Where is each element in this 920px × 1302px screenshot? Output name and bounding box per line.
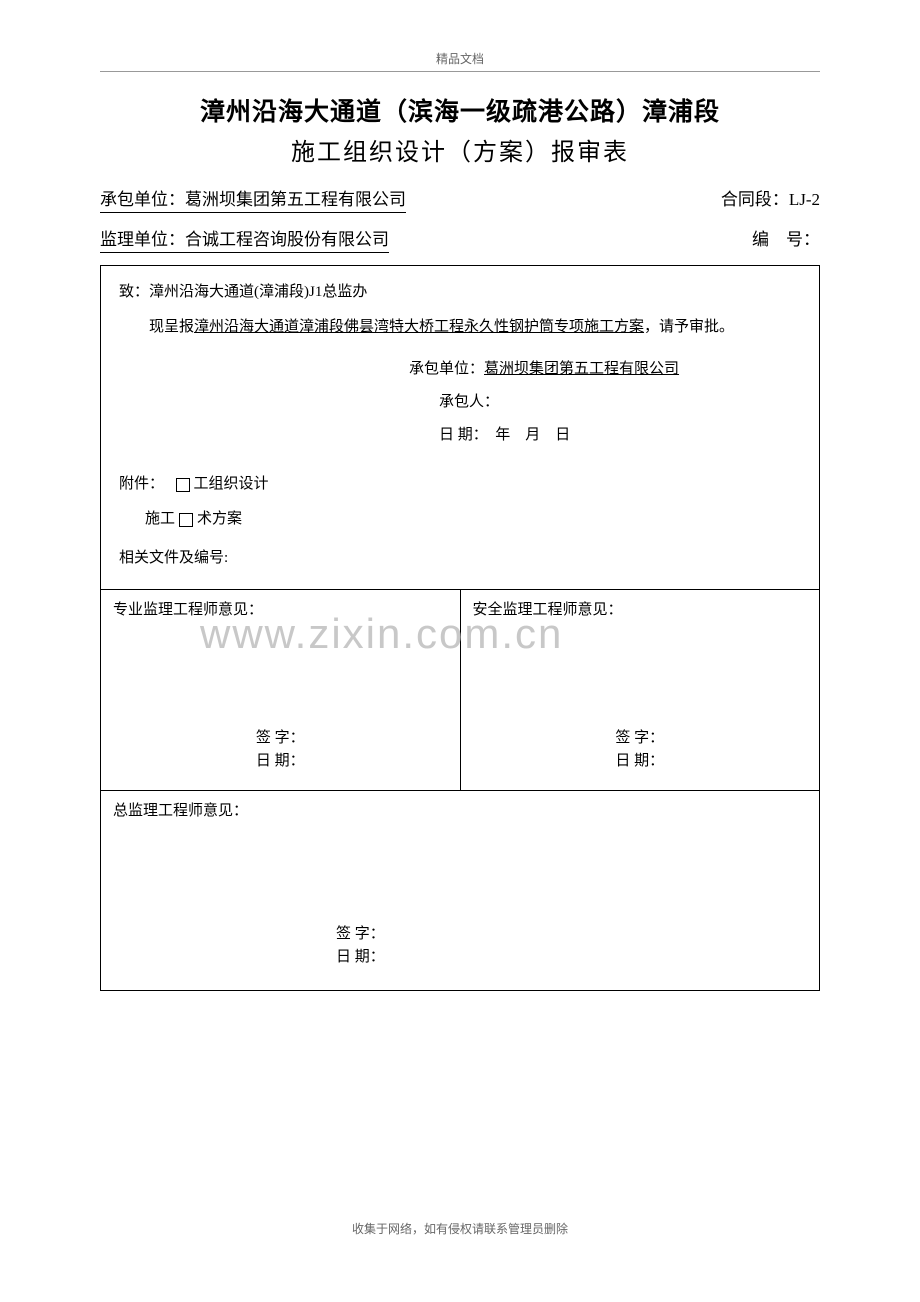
contract-section-label: 合同段： xyxy=(721,190,789,209)
date-row: 日 期： 年 月 日 xyxy=(409,419,801,452)
checkbox-1[interactable] xyxy=(176,478,190,492)
opinion2-title: 安全监理工程师意见： xyxy=(473,598,808,619)
supervisor-row: 监理单位：合诚工程咨询股份有限公司 编 号： xyxy=(100,225,820,253)
opinion1-title: 专业监理工程师意见： xyxy=(113,598,448,619)
chief-opinion-section: 总监理工程师意见： 签 字： 日 期： xyxy=(101,790,819,990)
contractor-label: 承包单位： xyxy=(100,190,185,209)
sign-block-1: 签 字： 日 期： xyxy=(256,727,305,772)
attach-label: 附件： xyxy=(119,468,164,501)
supervisor-name: 合诚工程咨询股份有限公司 xyxy=(185,230,389,249)
attach-item-2: 施工术方案 xyxy=(145,503,801,536)
chief-sign-label: 签 字： xyxy=(336,923,385,946)
addressed-to: 致：漳州沿海大通道(漳浦段)J1总监办 xyxy=(119,280,801,301)
number-field: 编 号： xyxy=(752,225,820,253)
date-label-1: 日 期： xyxy=(256,750,305,773)
submit-suffix: ，请予审批。 xyxy=(644,319,734,335)
supervisor-info: 监理单位：合诚工程咨询股份有限公司 xyxy=(100,225,389,253)
sign-label-2: 签 字： xyxy=(615,727,664,750)
title-sub: 施工组织设计（方案）报审表 xyxy=(100,132,820,167)
contractor-unit-row: 承包单位：葛洲坝集团第五工程有限公司 xyxy=(409,353,801,386)
attach-item-1: 附件： 工组织设计 xyxy=(119,468,801,501)
title-main: 漳州沿海大通道（滨海一级疏港公路）漳浦段 xyxy=(100,92,820,128)
opinion-cell-safety: 安全监理工程师意见： 签 字： 日 期： xyxy=(461,590,820,790)
contractor-row: 承包单位：葛洲坝集团第五工程有限公司 合同段：LJ-2 xyxy=(100,185,820,213)
checkbox-2[interactable] xyxy=(179,513,193,527)
contractor-person-row: 承包人： xyxy=(409,386,801,419)
footer: 收集于网络，如有侵权请联系管理员删除 xyxy=(0,1220,920,1237)
contractor-unit-label: 承包单位： xyxy=(409,353,484,386)
contractor-person-label: 承包人： xyxy=(439,394,499,410)
related-docs: 相关文件及编号: xyxy=(119,542,801,575)
opinion-row: 专业监理工程师意见： 签 字： 日 期： 安全监理工程师意见： 签 字： 日 期… xyxy=(101,589,819,790)
sign-block-2: 签 字： 日 期： xyxy=(615,727,664,772)
contractor-name: 葛洲坝集团第五工程有限公司 xyxy=(185,190,406,209)
contract-section: 合同段：LJ-2 xyxy=(721,185,820,213)
contractor-info: 承包单位：葛洲坝集团第五工程有限公司 xyxy=(100,185,406,213)
submit-content: 漳州沿海大通道漳浦段佛昙湾特大桥工程永久性钢护筒专项施工方案 xyxy=(194,319,644,335)
supervisor-label: 监理单位： xyxy=(100,230,185,249)
document-page: 精品文档 漳州沿海大通道（滨海一级疏港公路）漳浦段 施工组织设计（方案）报审表 … xyxy=(0,0,920,1021)
submit-prefix: 现呈报 xyxy=(149,319,194,335)
date-label: 日 期： 年 月 日 xyxy=(439,427,570,443)
contractor-block: 承包单位：葛洲坝集团第五工程有限公司 承包人： 日 期： 年 月 日 xyxy=(409,353,801,452)
attach-text-2-post: 术方案 xyxy=(197,503,242,536)
header-tag: 精品文档 xyxy=(100,50,820,72)
submission-section: 致：漳州沿海大通道(漳浦段)J1总监办 现呈报漳州沿海大通道漳浦段佛昙湾特大桥工… xyxy=(101,266,819,589)
chief-sign-block: 签 字： 日 期： xyxy=(336,923,385,968)
contractor-unit-value: 葛洲坝集团第五工程有限公司 xyxy=(484,353,679,386)
opinion-cell-professional: 专业监理工程师意见： 签 字： 日 期： xyxy=(101,590,461,790)
date-label-2: 日 期： xyxy=(615,750,664,773)
contract-section-value: LJ-2 xyxy=(789,190,820,209)
submit-line: 现呈报漳州沿海大通道漳浦段佛昙湾特大桥工程永久性钢护筒专项施工方案，请予审批。 xyxy=(119,315,801,339)
attach-text-2-pre: 施工 xyxy=(145,503,175,536)
sign-label-1: 签 字： xyxy=(256,727,305,750)
attach-text-1: 工组织设计 xyxy=(194,468,269,501)
attachments-section: 附件： 工组织设计 施工术方案 相关文件及编号: xyxy=(119,468,801,575)
form-box: 致：漳州沿海大通道(漳浦段)J1总监办 现呈报漳州沿海大通道漳浦段佛昙湾特大桥工… xyxy=(100,265,820,991)
chief-opinion-title: 总监理工程师意见： xyxy=(113,799,807,820)
chief-date-label: 日 期： xyxy=(336,946,385,969)
